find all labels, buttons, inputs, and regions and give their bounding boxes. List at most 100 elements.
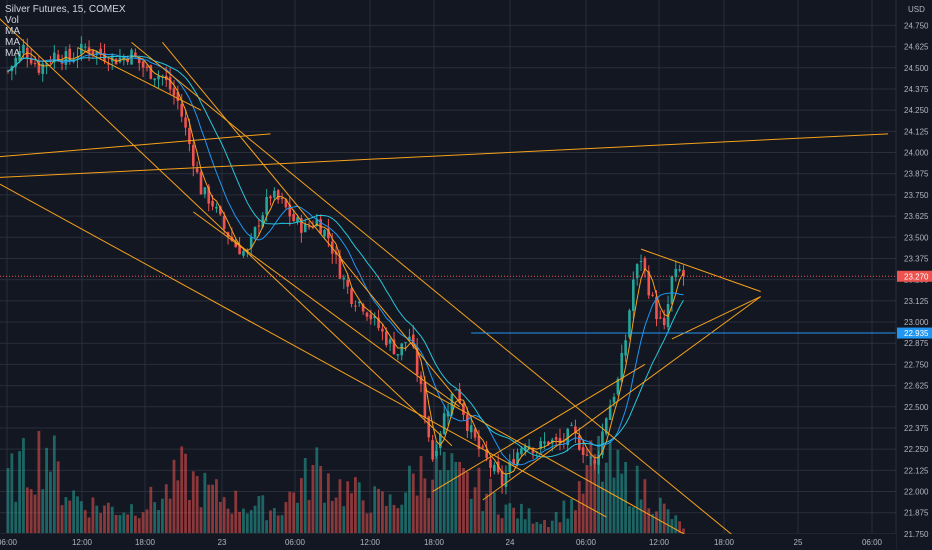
legend-ma-2[interactable]: MA [5,37,20,48]
candle-body[interactable] [427,416,431,438]
candle-body[interactable] [458,389,461,404]
candle-body[interactable] [357,301,361,304]
candle-body[interactable] [315,219,319,226]
candle-body[interactable] [29,57,33,64]
candle-body[interactable] [404,342,407,344]
trendline-7[interactable] [0,133,889,178]
candle-body[interactable] [489,459,492,468]
candle-body[interactable] [639,261,643,263]
candle-body[interactable] [531,448,535,453]
candle-body[interactable] [95,51,99,55]
candle-body[interactable] [608,405,612,420]
candle-body[interactable] [373,316,376,319]
candle-body[interactable] [68,48,72,61]
candle-body[interactable] [53,52,56,63]
candle-body[interactable] [33,63,37,65]
candle-body[interactable] [381,328,384,332]
candle-body[interactable] [199,171,203,195]
candle-body[interactable] [543,441,546,444]
candle-body[interactable] [597,454,600,465]
candle-body[interactable] [145,66,149,68]
candle-body[interactable] [99,48,102,55]
candle-body[interactable] [662,317,666,326]
candle-body[interactable] [659,317,662,319]
trendline-4[interactable] [162,42,464,408]
candle-body[interactable] [269,196,272,199]
candle-body[interactable] [157,75,160,80]
candle-body[interactable] [37,60,41,73]
candle-body[interactable] [647,271,651,296]
candle-body[interactable] [670,276,674,304]
candle-body[interactable] [153,78,156,81]
candle-body[interactable] [64,51,68,65]
trendline-6[interactable] [0,133,271,158]
candle-body[interactable] [261,215,265,227]
candle-body[interactable] [195,168,199,173]
legend-ma-1[interactable]: MA [5,26,20,37]
candle-body[interactable] [365,312,369,317]
candle-body[interactable] [222,216,226,230]
candle-body[interactable] [134,52,137,57]
candle-body[interactable] [612,396,616,403]
legend-ma-3[interactable]: MA [5,48,20,59]
candle-body[interactable] [273,190,276,198]
candle-body[interactable] [288,204,292,217]
candle-body[interactable] [616,378,620,395]
candle-body[interactable] [91,50,95,55]
legend-volume[interactable]: Vol [5,15,19,26]
candle-body[interactable] [624,340,627,356]
candle-body[interactable] [577,435,581,450]
candle-body[interactable] [207,186,211,204]
candle-body[interactable] [392,339,396,355]
candle-body[interactable] [454,389,458,391]
candle-body[interactable] [176,92,180,101]
candle-body[interactable] [481,446,485,448]
candle-body[interactable] [172,88,176,96]
candle-body[interactable] [188,127,191,145]
candle-body[interactable] [496,461,500,473]
candle-body[interactable] [462,403,465,416]
candle-body[interactable] [439,433,442,449]
candle-body[interactable] [22,44,25,54]
candle-body[interactable] [558,437,562,443]
candle-body[interactable] [18,50,21,61]
candle-body[interactable] [446,411,450,417]
candle-body[interactable] [570,424,573,426]
candle-body[interactable] [137,57,141,64]
candle-body[interactable] [450,393,454,415]
candle-body[interactable] [327,228,330,239]
candle-body[interactable] [342,277,346,280]
candle-body[interactable] [655,296,658,320]
candle-body[interactable] [203,187,207,195]
candle-body[interactable] [45,63,48,65]
candle-body[interactable] [435,451,438,457]
trendline-1[interactable] [0,8,453,447]
candle-body[interactable] [280,198,284,200]
candle-body[interactable] [643,258,647,271]
candle-body[interactable] [566,428,569,446]
candle-body[interactable] [211,200,214,207]
candle-body[interactable] [284,199,288,208]
candle-body[interactable] [141,61,145,68]
candle-body[interactable] [678,269,681,271]
trendline-12[interactable] [671,296,761,340]
candle-body[interactable] [423,382,427,418]
candle-body[interactable] [83,46,87,48]
candle-body[interactable] [234,242,238,248]
candle-body[interactable] [508,460,512,472]
candle-body[interactable] [442,413,446,435]
trendline-5[interactable] [77,46,202,111]
candle-body[interactable] [520,448,523,455]
candle-body[interactable] [581,447,585,455]
candle-body[interactable] [605,418,608,434]
candle-body[interactable] [346,280,349,287]
candle-body[interactable] [369,314,373,320]
candle-body[interactable] [180,103,183,117]
candle-body[interactable] [377,317,380,329]
candle-body[interactable] [276,190,280,200]
candle-body[interactable] [354,305,357,307]
candle-body[interactable] [215,206,218,209]
candle-body[interactable] [493,464,496,472]
candle-body[interactable] [469,425,473,433]
symbol-title[interactable]: Silver Futures, 15, COMEX [5,4,126,15]
